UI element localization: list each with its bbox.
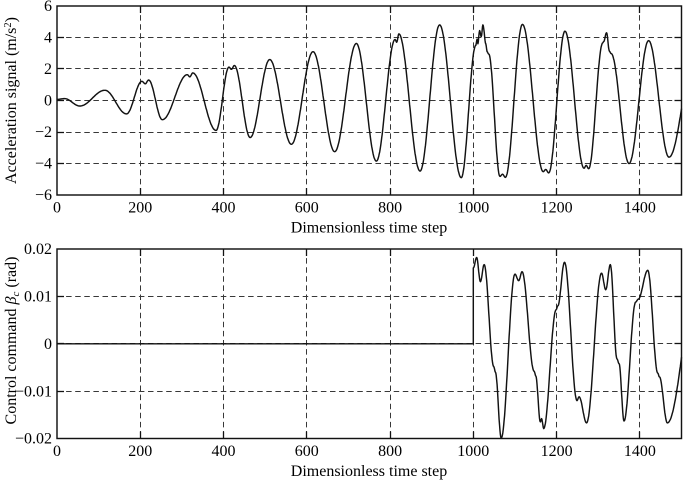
svg-text:Control command βc (rad): Control command βc (rad) bbox=[3, 257, 22, 425]
svg-text:0: 0 bbox=[44, 336, 52, 353]
svg-text:Acceleration signal (m/s2): Acceleration signal (m/s2) bbox=[3, 17, 20, 184]
svg-text:0.02: 0.02 bbox=[24, 241, 52, 258]
svg-text:600: 600 bbox=[295, 200, 319, 217]
svg-text:800: 800 bbox=[378, 200, 402, 217]
svg-text:0: 0 bbox=[53, 200, 61, 217]
svg-text:2: 2 bbox=[44, 61, 52, 78]
svg-text:1000: 1000 bbox=[457, 200, 489, 217]
svg-text:0.01: 0.01 bbox=[24, 289, 52, 306]
svg-text:Dimensionless time step: Dimensionless time step bbox=[291, 463, 447, 480]
svg-text:1000: 1000 bbox=[457, 443, 489, 460]
svg-text:1400: 1400 bbox=[624, 200, 656, 217]
svg-text:400: 400 bbox=[212, 200, 236, 217]
svg-text:800: 800 bbox=[378, 443, 402, 460]
svg-text:−2: −2 bbox=[35, 124, 52, 141]
svg-text:200: 200 bbox=[128, 200, 152, 217]
svg-text:0: 0 bbox=[44, 93, 52, 110]
svg-text:4: 4 bbox=[44, 30, 52, 47]
svg-text:−0.02: −0.02 bbox=[15, 431, 52, 448]
svg-text:−6: −6 bbox=[35, 187, 52, 204]
svg-text:400: 400 bbox=[212, 443, 236, 460]
svg-text:6: 6 bbox=[44, 0, 52, 15]
svg-text:−0.01: −0.01 bbox=[15, 383, 52, 400]
svg-text:−4: −4 bbox=[35, 156, 52, 173]
svg-text:1200: 1200 bbox=[541, 200, 573, 217]
svg-text:600: 600 bbox=[295, 443, 319, 460]
svg-text:200: 200 bbox=[128, 443, 152, 460]
svg-text:1400: 1400 bbox=[624, 443, 656, 460]
svg-text:Dimensionless time step: Dimensionless time step bbox=[291, 220, 447, 237]
svg-text:0: 0 bbox=[53, 443, 61, 460]
svg-text:1200: 1200 bbox=[541, 443, 573, 460]
